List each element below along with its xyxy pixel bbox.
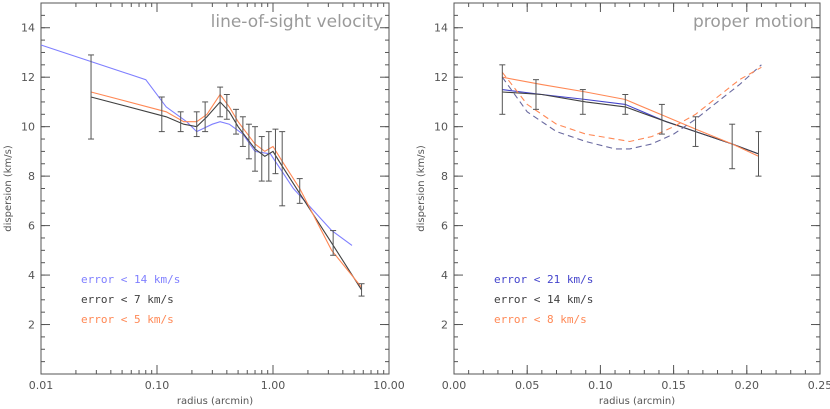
x-tick-label: 0.00 bbox=[442, 379, 467, 392]
legend-entry: error < 14 km/s bbox=[494, 293, 593, 306]
y-tick-label: 12 bbox=[21, 71, 35, 84]
series-line bbox=[40, 44, 353, 246]
x-tick-label: 0.15 bbox=[661, 379, 686, 392]
panel-line-of-sight: 0.01 0.10 1.00 10.00 2 4 6 8 10 12 14 radius (arcmi… bbox=[3, 2, 405, 407]
legend-entry: error < 5 km/s bbox=[81, 313, 174, 326]
y-tick-label: 2 bbox=[28, 319, 35, 332]
series-line bbox=[502, 76, 759, 157]
y-tick-label: 4 bbox=[441, 269, 448, 282]
x-tick-label: 0.05 bbox=[515, 379, 540, 392]
y-tick-label: 8 bbox=[28, 170, 35, 183]
y-axis-title: dispersion (km/s) bbox=[416, 145, 427, 232]
series-line bbox=[90, 96, 363, 291]
y-tick-label: 12 bbox=[434, 71, 448, 84]
x-tick-label: 1.00 bbox=[261, 379, 286, 392]
model-curve bbox=[501, 64, 762, 150]
x-tick-label: 0.10 bbox=[588, 379, 613, 392]
panel-proper-motion: 0.00 0.05 0.10 0.15 0.20 0.25 2 4 6 8 10 12 14 radius… bbox=[416, 2, 830, 407]
legend-entry: error < 21 km/s bbox=[494, 273, 593, 286]
y-tick-label: 8 bbox=[441, 170, 448, 183]
x-axis-title: radius (arcmin) bbox=[599, 396, 675, 407]
y-tick-label: 14 bbox=[21, 22, 35, 35]
x-tick-label: 0.01 bbox=[29, 379, 54, 392]
y-tick-label: 14 bbox=[434, 22, 448, 35]
y-tick-label: 6 bbox=[28, 220, 35, 233]
model-curve bbox=[501, 66, 762, 143]
series-line bbox=[90, 91, 363, 288]
x-tick-label: 10.00 bbox=[373, 379, 405, 392]
y-tick-label: 10 bbox=[434, 121, 448, 134]
y-tick-label: 2 bbox=[441, 319, 448, 332]
series-line bbox=[502, 89, 759, 155]
x-tick-label: 0.10 bbox=[145, 379, 170, 392]
panel-title: line-of-sight velocity bbox=[211, 12, 383, 32]
y-tick-label: 4 bbox=[28, 269, 35, 282]
legend-entry: error < 8 km/s bbox=[494, 313, 587, 326]
y-tick-label: 10 bbox=[21, 121, 35, 134]
x-axis-title: radius (arcmin) bbox=[177, 396, 253, 407]
legend-entry: error < 7 km/s bbox=[81, 293, 174, 306]
y-tick-label: 6 bbox=[441, 220, 448, 233]
y-axis-title: dispersion (km/s) bbox=[3, 145, 14, 232]
legend-entry: error < 14 km/s bbox=[81, 273, 180, 286]
x-tick-label: 0.20 bbox=[735, 379, 760, 392]
x-tick-label: 0.25 bbox=[808, 379, 830, 392]
panel-title: proper motion bbox=[693, 12, 814, 32]
